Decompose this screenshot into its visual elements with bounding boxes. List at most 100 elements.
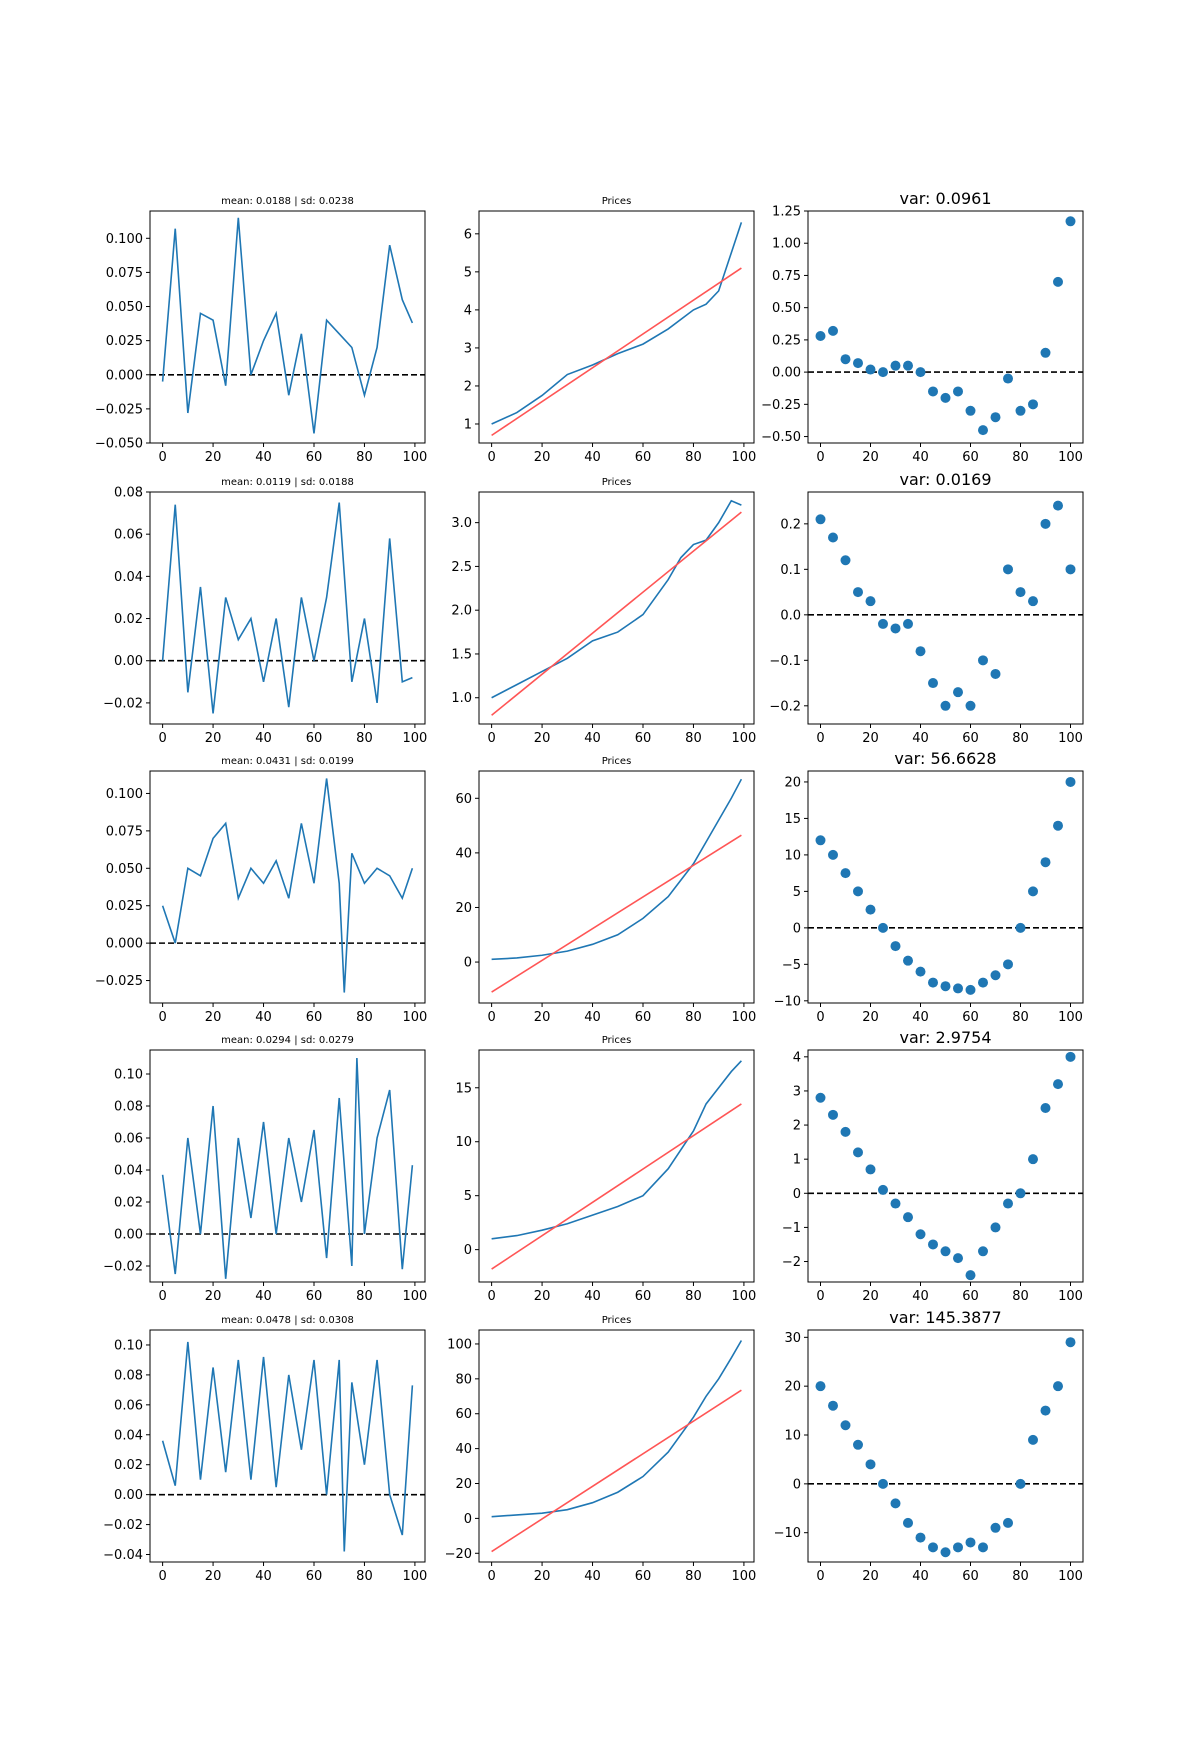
scatter-point bbox=[865, 1164, 876, 1175]
y-tick-label: 0.1 bbox=[780, 563, 801, 578]
x-tick-label: 20 bbox=[534, 1569, 551, 1584]
y-tick-label: 0 bbox=[464, 956, 472, 971]
y-tick-label: 20 bbox=[784, 775, 801, 790]
x-tick-label: 100 bbox=[1058, 450, 1083, 465]
x-tick-label: 20 bbox=[205, 1010, 222, 1025]
scatter-point bbox=[1053, 820, 1063, 831]
scatter-point bbox=[1040, 1405, 1051, 1416]
y-tick-label: 1.0 bbox=[451, 691, 472, 706]
y-tick-label: 0.00 bbox=[772, 366, 801, 381]
scatter-point bbox=[865, 904, 876, 915]
x-tick-label: 0 bbox=[487, 1010, 495, 1025]
y-tick-label: 0.025 bbox=[106, 334, 143, 349]
axes-frame bbox=[478, 1329, 755, 1563]
axes-frame bbox=[807, 210, 1084, 444]
panel-13: mean: 0.0478 | sd: 0.0308 0 20 40 60 80 100 −0.… bbox=[103, 1315, 427, 1584]
scatter-point bbox=[990, 1222, 1001, 1233]
y-tick-label: 1.00 bbox=[772, 237, 801, 252]
scatter-point bbox=[815, 1381, 826, 1392]
scatter-point bbox=[990, 1522, 1001, 1533]
x-tick-label: 60 bbox=[306, 450, 323, 465]
y-tick-label: −0.02 bbox=[103, 1518, 143, 1533]
x-tick-label: 20 bbox=[205, 731, 222, 746]
x-tick-label: 40 bbox=[912, 1569, 929, 1584]
x-tick-label: 20 bbox=[862, 450, 879, 465]
y-tick-label: 15 bbox=[784, 812, 801, 827]
y-tick-label: 0.08 bbox=[114, 1100, 143, 1115]
y-tick-label: 2 bbox=[464, 379, 472, 394]
y-tick-label: −5 bbox=[782, 958, 801, 973]
y-tick-label: −1 bbox=[782, 1221, 801, 1236]
x-tick-label: 40 bbox=[912, 1010, 929, 1025]
y-tick-label: 0.00 bbox=[114, 1488, 143, 1503]
panel-9: var: 56.6628 0 20 40 60 80 100 −10 −5 0 5 10 15 20 bbox=[774, 749, 1084, 1025]
panel-14: Prices 0 20 40 60 80 100 −20 0 20 40 60 80 100 bbox=[445, 1315, 757, 1584]
y-tick-label: −0.50 bbox=[761, 430, 801, 445]
x-tick-label: 80 bbox=[1012, 731, 1029, 746]
x-tick-label: 80 bbox=[356, 731, 373, 746]
panel-title: Prices bbox=[602, 1315, 632, 1326]
y-tick-label: 0.25 bbox=[772, 333, 801, 348]
scatter-point bbox=[865, 1459, 876, 1470]
y-tick-label: 0.075 bbox=[106, 824, 143, 839]
trend-line bbox=[491, 1389, 742, 1553]
panel-title: var: 2.9754 bbox=[899, 1028, 991, 1047]
x-tick-label: 80 bbox=[1012, 1569, 1029, 1584]
scatter-point bbox=[1028, 1154, 1038, 1165]
axes-frame bbox=[149, 1049, 426, 1283]
x-tick-label: 80 bbox=[685, 1010, 702, 1025]
y-tick-label: 0.00 bbox=[114, 654, 143, 669]
panel-title: mean: 0.0188 | sd: 0.0238 bbox=[221, 196, 354, 207]
x-tick-label: 100 bbox=[731, 450, 756, 465]
scatter-point bbox=[840, 868, 851, 879]
y-tick-label: 0.02 bbox=[114, 1458, 143, 1473]
x-tick-label: 100 bbox=[731, 1289, 756, 1304]
scatter-point bbox=[953, 983, 963, 994]
scatter-point bbox=[1040, 518, 1051, 529]
scatter-point bbox=[915, 367, 926, 378]
y-tick-label: 10 bbox=[784, 1429, 801, 1444]
y-tick-label: 60 bbox=[455, 792, 472, 807]
scatter-point bbox=[1040, 857, 1051, 868]
x-tick-label: 80 bbox=[356, 1010, 373, 1025]
x-tick-label: 100 bbox=[1058, 1569, 1083, 1584]
x-tick-label: 80 bbox=[685, 450, 702, 465]
scatter-point bbox=[1065, 564, 1076, 575]
scatter-point bbox=[1003, 373, 1013, 384]
scatter-point bbox=[865, 596, 876, 607]
series-line bbox=[161, 1341, 414, 1552]
y-tick-label: 4 bbox=[793, 1050, 801, 1065]
y-tick-label: 0.025 bbox=[106, 899, 143, 914]
scatter-point bbox=[815, 331, 826, 342]
scatter-point bbox=[903, 1517, 913, 1528]
y-tick-label: 2.0 bbox=[451, 604, 472, 619]
y-tick-label: −0.04 bbox=[103, 1548, 143, 1563]
x-tick-label: 0 bbox=[487, 1289, 495, 1304]
y-tick-label: 2 bbox=[793, 1119, 801, 1134]
y-tick-label: 0.06 bbox=[114, 1398, 143, 1413]
x-tick-label: 60 bbox=[962, 450, 979, 465]
scatter-point bbox=[853, 886, 863, 897]
y-tick-label: 0.050 bbox=[106, 300, 143, 315]
x-tick-label: 100 bbox=[731, 1010, 756, 1025]
x-tick-label: 20 bbox=[862, 1289, 879, 1304]
scatter-point bbox=[1015, 1188, 1026, 1199]
panel-title: Prices bbox=[602, 477, 632, 488]
scatter-point bbox=[840, 555, 851, 566]
x-tick-label: 80 bbox=[356, 450, 373, 465]
y-tick-label: −0.025 bbox=[95, 402, 143, 417]
scatter-point bbox=[828, 849, 838, 860]
x-tick-label: 20 bbox=[534, 731, 551, 746]
y-tick-label: −20 bbox=[445, 1547, 472, 1562]
scatter-point bbox=[928, 977, 938, 988]
scatter-point bbox=[903, 1212, 913, 1223]
y-tick-label: 15 bbox=[455, 1081, 472, 1096]
scatter-point bbox=[928, 1542, 938, 1553]
x-tick-label: 40 bbox=[584, 1569, 601, 1584]
panel-title: var: 56.6628 bbox=[894, 749, 996, 768]
y-tick-label: 0.02 bbox=[114, 1196, 143, 1211]
trend-line bbox=[491, 834, 742, 993]
scatter-point bbox=[953, 1542, 963, 1553]
scatter-point bbox=[840, 1420, 851, 1431]
panel-title: Prices bbox=[602, 1035, 632, 1046]
